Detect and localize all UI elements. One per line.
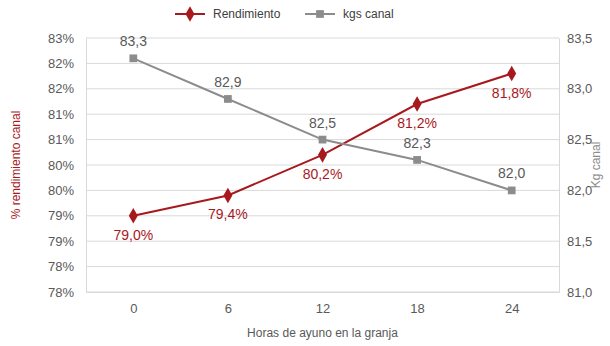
series-line <box>133 74 511 216</box>
tick-label: 83% <box>48 31 74 46</box>
data-label: 82,9 <box>214 74 241 90</box>
tick: 78% <box>48 285 86 300</box>
data-label: 81,8% <box>492 85 532 101</box>
tick-label: 82% <box>48 56 74 71</box>
axis-title: Horas de ayuno en la granja <box>247 326 398 340</box>
tick: 79% <box>48 234 86 249</box>
tick: 12 <box>316 292 330 316</box>
grid <box>86 38 559 292</box>
tick-label: 80% <box>48 183 74 198</box>
grid-line <box>86 215 559 216</box>
point <box>224 95 232 103</box>
tick-label: 78% <box>48 259 74 274</box>
point <box>318 147 327 163</box>
data-label: 79,4% <box>208 206 248 222</box>
grid-line <box>86 88 559 89</box>
tick: 18 <box>410 292 424 316</box>
data-labels: 79,0% 79,4% 80,2% 81,2% 81,8% 83,3 82,9 82,5 82,… <box>113 33 531 242</box>
tick: 82,5 <box>559 132 592 147</box>
tick: 83,5 <box>559 31 592 46</box>
grid-line <box>86 190 559 191</box>
tick-label: 24 <box>505 301 519 316</box>
y2ticks-axis: 81,0 81,5 82,0 82,5 83,0 83,5 <box>559 31 592 300</box>
tick: 81% <box>48 107 86 122</box>
axis-line <box>559 39 560 293</box>
tick: 78% <box>48 259 86 274</box>
tick: 24 <box>505 292 519 316</box>
tick-label: 12 <box>316 301 330 316</box>
point <box>129 54 137 62</box>
point <box>508 187 516 195</box>
tick-label: 6 <box>225 301 232 316</box>
x-axis: 0 6 12 18 24 <box>87 292 560 316</box>
tick: 82,0 <box>559 183 592 198</box>
data-label: 82,0 <box>498 165 525 181</box>
legend-item: kgs canal <box>305 7 394 21</box>
point <box>413 156 421 164</box>
data-label: 83,3 <box>120 33 147 49</box>
point <box>319 136 327 144</box>
series-line <box>133 58 511 190</box>
tick-label: 79% <box>48 234 74 249</box>
tick-label: 83,0 <box>567 81 592 96</box>
axis-title: % rendimiento canal <box>9 111 23 220</box>
tick: 82% <box>48 81 86 96</box>
tick: 80% <box>48 183 86 198</box>
tick: 83% <box>48 31 86 46</box>
legend-label: kgs canal <box>343 7 394 21</box>
tick-label: 78% <box>48 285 74 300</box>
tick: 81% <box>48 132 86 147</box>
axis-line <box>87 292 560 293</box>
tick-label: 80% <box>48 158 74 173</box>
legend-marker <box>316 10 324 18</box>
tick-label: 81% <box>48 107 74 122</box>
point <box>507 66 516 82</box>
data-label: 81,2% <box>397 115 437 131</box>
grid-line <box>86 266 559 267</box>
grid-line <box>86 292 559 293</box>
legend-label: Rendimiento <box>213 7 281 21</box>
tick: 82% <box>48 56 86 71</box>
grid-line <box>86 63 559 64</box>
tick: 79% <box>48 208 86 223</box>
yticks-axis: 78% 78% 79% 79% 80% 80% 81% 81% 82% 82% 83% <box>48 31 87 300</box>
chart: 78%78%79%79%80%80%81%81%82%82%83%81,081,… <box>0 0 610 346</box>
grid-line <box>86 241 559 242</box>
tick: 80% <box>48 158 86 173</box>
data-label: 82,5 <box>309 115 336 131</box>
tick: 6 <box>225 292 232 316</box>
tick: 83,0 <box>559 81 592 96</box>
tick-label: 0 <box>130 301 137 316</box>
tick-label: 83,5 <box>567 31 592 46</box>
point <box>223 188 232 204</box>
tick-label: 81,5 <box>567 234 592 249</box>
point <box>413 96 422 112</box>
tick-label: 82% <box>48 81 74 96</box>
tick: 81,5 <box>559 234 592 249</box>
plot-area <box>129 54 516 223</box>
grid-line <box>86 38 559 39</box>
tick-label: 81% <box>48 132 74 147</box>
legend: Rendimiento kgs canal <box>175 6 394 22</box>
data-label: 82,3 <box>403 135 430 151</box>
point <box>129 208 138 224</box>
data-label: 79,0% <box>113 227 153 243</box>
tick-label: 18 <box>410 301 424 316</box>
tick-label: 79% <box>48 208 74 223</box>
legend-marker <box>186 6 195 22</box>
axis-title: Kg canal <box>589 142 603 189</box>
legend-item: Rendimiento <box>175 6 281 22</box>
tick: 0 <box>130 292 137 316</box>
tick: 81,0 <box>559 285 592 300</box>
tick-label: 81,0 <box>567 285 592 300</box>
data-label: 80,2% <box>303 166 343 182</box>
axis-line <box>86 39 87 293</box>
